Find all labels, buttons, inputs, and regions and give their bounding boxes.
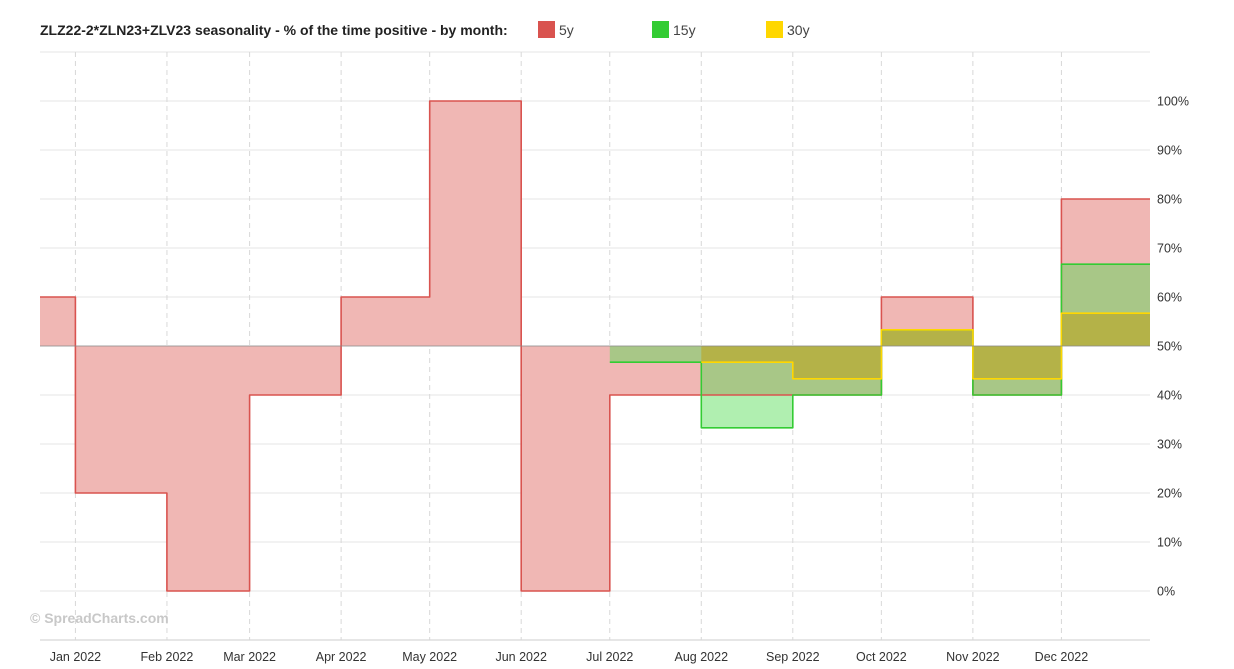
y-tick-label: 60% [1157,291,1182,305]
y-tick-label: 0% [1157,585,1175,599]
x-tick-label: Jan 2022 [50,650,101,664]
y-tick-label: 90% [1157,144,1182,158]
y-tick-label: 40% [1157,389,1182,403]
x-tick-label: Mar 2022 [223,650,276,664]
chart-title: ZLZ22-2*ZLN23+ZLV23 seasonality - % of t… [40,22,508,38]
x-tick-label: May 2022 [402,650,457,664]
x-tick-label: Jun 2022 [495,650,546,664]
legend-swatch [766,21,783,38]
y-tick-label: 30% [1157,438,1182,452]
legend-swatch [652,21,669,38]
y-tick-label: 20% [1157,487,1182,501]
legend-item-30y[interactable]: 30y [766,21,810,38]
y-tick-label: 10% [1157,536,1182,550]
watermark: © SpreadCharts.com [30,610,169,626]
x-tick-label: Nov 2022 [946,650,1000,664]
legend-item-5y[interactable]: 5y [538,21,574,38]
y-tick-label: 80% [1157,193,1182,207]
x-tick-label: Apr 2022 [316,650,367,664]
x-axis: Jan 2022 Feb 2022 Mar 2022 Apr 2022 May 2022… [50,650,1089,664]
x-tick-label: Oct 2022 [856,650,907,664]
legend-label: 5y [559,22,574,38]
y-tick-label: 100% [1157,95,1189,109]
x-tick-label: Aug 2022 [675,650,729,664]
y-tick-label: 70% [1157,242,1182,256]
legend-label: 30y [787,22,810,38]
legend-swatch [538,21,555,38]
legend[interactable]: 5y 15y 30y [538,21,810,38]
legend-item-15y[interactable]: 15y [652,21,696,38]
x-tick-label: Feb 2022 [141,650,194,664]
x-tick-label: Sep 2022 [766,650,820,664]
x-tick-label: Dec 2022 [1035,650,1089,664]
y-axis: 0% 10% 20% 30% 40% 50% 60% 70% 80% 90% 100% [1157,95,1189,599]
x-tick-label: Jul 2022 [586,650,633,664]
y-tick-label: 50% [1157,340,1182,354]
legend-label: 15y [673,22,696,38]
